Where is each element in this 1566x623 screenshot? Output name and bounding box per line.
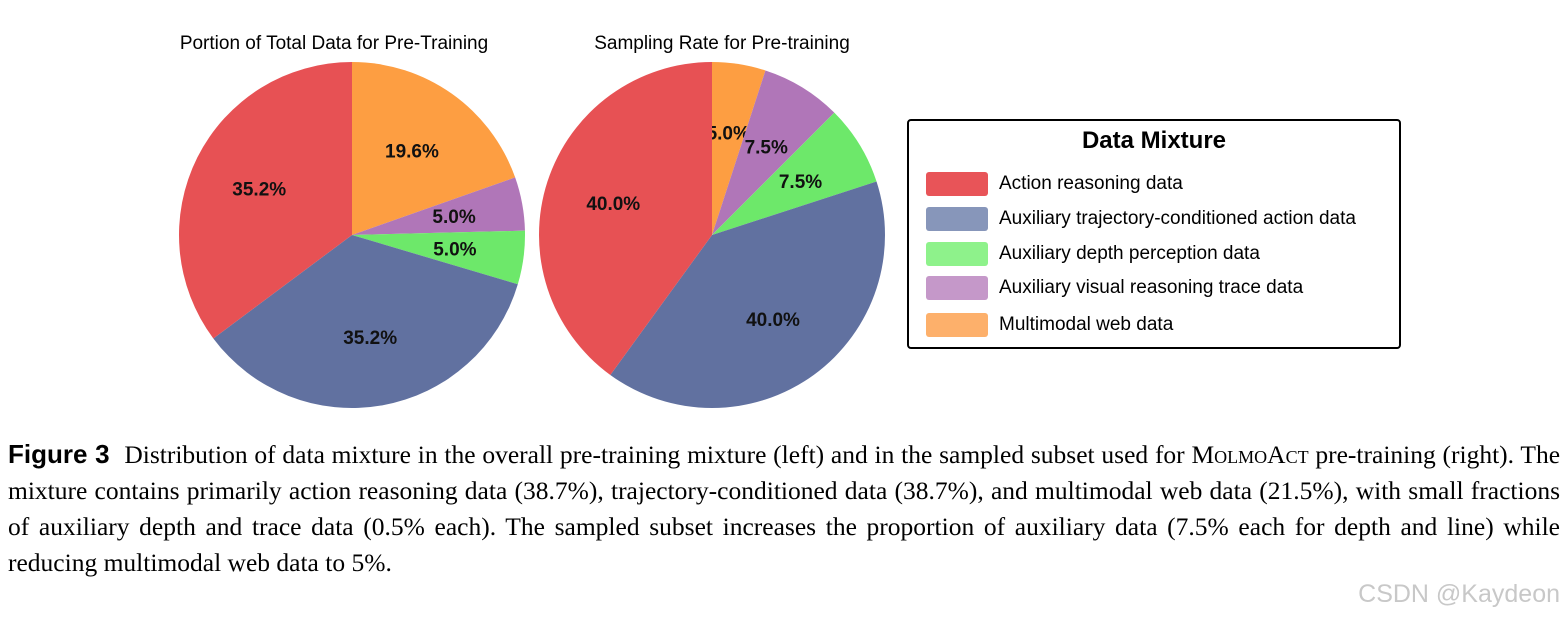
legend-swatch [926,242,988,266]
slice-label: 7.5% [779,172,822,193]
slice-label: 5.0% [433,240,476,261]
pie-slice-auxiliary-visual-reasoning-trace-data [712,70,835,235]
legend-label: Auxiliary visual reasoning trace data [999,277,1304,298]
slice-label: 35.2% [232,179,286,200]
legend-label: Multimodal web data [999,314,1174,335]
pie-slice-auxiliary-visual-reasoning-trace-data [352,177,525,235]
slice-label: 35.2% [343,328,397,349]
right-chart-title: Sampling Rate for Pre-training [594,33,850,54]
legend-label: Action reasoning data [999,173,1183,194]
pie-slice-multimodal-web-data [712,62,766,235]
caption-text-part2: pre-training (right). The mixture contai… [8,440,1561,577]
caption-text-part1: Distribution of data mixture in the over… [124,440,1185,469]
slice-label: 5.0% [707,123,750,144]
legend-swatch [926,207,988,231]
legend-title: Data Mixture [1081,127,1227,154]
legend-item-action-reasoning: Action reasoning data [926,171,1183,197]
figure-caption: Figure 3 Distribution of data mixture in… [8,436,1560,581]
slice-label: 5.0% [432,207,475,228]
legend-swatch [926,172,988,196]
pie-slice-action-reasoning-data [538,62,712,375]
figure-label: Figure 3 [8,439,110,469]
slice-label: 7.5% [745,138,788,159]
legend: Data Mixture Action reasoning data Auxil… [907,119,1401,349]
slice-label: 19.6% [385,141,439,162]
legend-label: Auxiliary trajectory-conditioned action … [999,208,1356,229]
slice-label: 40.0% [746,310,800,331]
right-pie: 5.0%7.5%7.5%40.0%40.0% [538,62,885,409]
pie-slice-action-reasoning-data [178,62,352,339]
pie-slice-auxiliary-depth-perception-data [712,112,877,235]
pie-charts: Portion of Total Data for Pre-Training S… [178,33,885,409]
legend-item-visual-trace: Auxiliary visual reasoning trace data [926,275,1303,301]
legend-item-depth: Auxiliary depth perception data [926,241,1260,267]
legend-label: Auxiliary depth perception data [999,243,1260,264]
legend-swatch [926,313,988,337]
pie-slice-auxiliary-trajectory-conditioned-action-data [610,181,885,409]
pie-slice-auxiliary-depth-perception-data [352,230,526,285]
pie-slice-auxiliary-trajectory-conditioned-action-data [213,235,518,408]
slice-label: 40.0% [586,194,640,215]
legend-swatch [926,276,988,300]
watermark: CSDN @Kaydeon [1358,580,1560,608]
left-chart-title: Portion of Total Data for Pre-Training [180,33,488,54]
legend-item-web: Multimodal web data [926,312,1173,338]
left-pie: 19.6% 5.0% 5.0% 35.2% 35.2% [178,62,526,408]
pie-slice-multimodal-web-data [352,62,516,235]
system-name: MolmoAct [1191,440,1309,469]
legend-item-trajectory: Auxiliary trajectory-conditioned action … [926,206,1356,232]
